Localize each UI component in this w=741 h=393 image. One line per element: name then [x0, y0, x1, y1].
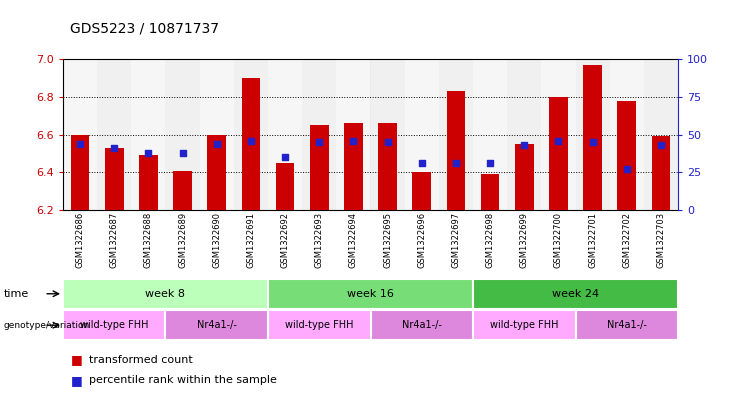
Bar — [173, 171, 192, 210]
Bar — [97, 59, 131, 210]
Text: wild-type FHH: wild-type FHH — [80, 320, 148, 330]
Text: percentile rank within the sample: percentile rank within the sample — [89, 375, 277, 385]
Bar — [302, 59, 336, 210]
Point — [553, 138, 565, 144]
Bar — [473, 279, 678, 309]
Text: genotype/variation: genotype/variation — [4, 321, 90, 330]
Bar — [207, 134, 226, 210]
Text: ■: ■ — [70, 353, 82, 366]
Point — [382, 139, 393, 145]
Bar — [63, 279, 268, 309]
Bar — [165, 59, 199, 210]
Bar — [473, 59, 507, 210]
Point — [587, 139, 599, 145]
Bar — [199, 59, 234, 210]
Text: week 24: week 24 — [552, 289, 599, 299]
Point — [245, 138, 257, 144]
Bar — [481, 174, 499, 210]
Bar — [610, 59, 644, 210]
Text: Nr4a1-/-: Nr4a1-/- — [607, 320, 647, 330]
Text: transformed count: transformed count — [89, 355, 193, 365]
Point — [484, 160, 496, 167]
Bar — [447, 91, 465, 210]
Text: time: time — [4, 289, 29, 299]
Bar — [515, 144, 534, 210]
Bar — [310, 125, 329, 210]
Text: ■: ■ — [70, 374, 82, 387]
Bar — [549, 97, 568, 210]
Bar — [336, 59, 370, 210]
Point — [518, 142, 530, 148]
Text: wild-type FHH: wild-type FHH — [285, 320, 353, 330]
Bar — [583, 64, 602, 210]
Text: wild-type FHH: wild-type FHH — [490, 320, 559, 330]
Bar — [473, 310, 576, 340]
Bar — [63, 59, 97, 210]
Bar — [370, 59, 405, 210]
Point — [450, 160, 462, 167]
Text: week 16: week 16 — [347, 289, 394, 299]
Bar — [644, 59, 678, 210]
Bar — [268, 59, 302, 210]
Bar — [576, 59, 610, 210]
Point — [142, 150, 154, 156]
Bar — [405, 59, 439, 210]
Text: week 8: week 8 — [145, 289, 185, 299]
Point — [108, 145, 120, 151]
Point — [416, 160, 428, 167]
Bar — [63, 310, 165, 340]
Point — [279, 154, 291, 160]
Bar — [276, 163, 294, 210]
Bar — [139, 155, 158, 210]
Point — [655, 142, 667, 148]
Bar — [104, 148, 124, 210]
Bar — [268, 310, 370, 340]
Bar — [268, 279, 473, 309]
Point — [313, 139, 325, 145]
Point — [348, 138, 359, 144]
Bar — [370, 310, 473, 340]
Text: Nr4a1-/-: Nr4a1-/- — [197, 320, 236, 330]
Bar — [617, 101, 637, 210]
Bar — [439, 59, 473, 210]
Point — [176, 150, 188, 156]
Text: GDS5223 / 10871737: GDS5223 / 10871737 — [70, 21, 219, 35]
Point — [621, 166, 633, 173]
Point — [74, 141, 86, 147]
Bar — [542, 59, 576, 210]
Bar — [344, 123, 363, 210]
Text: Nr4a1-/-: Nr4a1-/- — [402, 320, 442, 330]
Bar — [165, 310, 268, 340]
Bar — [576, 310, 678, 340]
Point — [210, 141, 222, 147]
Bar — [242, 78, 260, 210]
Bar — [412, 173, 431, 210]
Bar — [70, 134, 90, 210]
Bar — [507, 59, 542, 210]
Bar — [651, 136, 671, 210]
Bar — [378, 123, 397, 210]
Bar — [234, 59, 268, 210]
Bar — [131, 59, 165, 210]
